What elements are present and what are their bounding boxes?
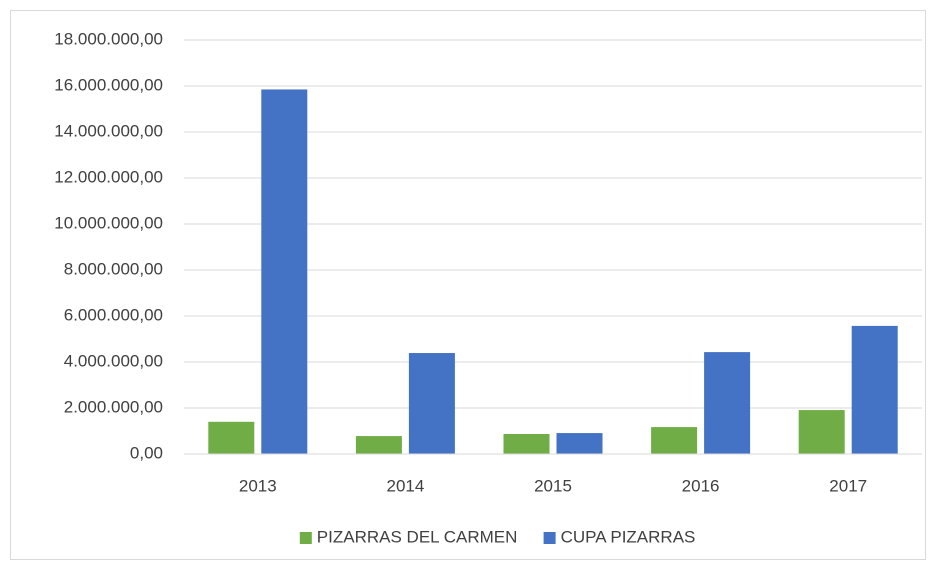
bar (556, 433, 603, 454)
bar (651, 427, 698, 454)
x-tick-label: 2016 (682, 476, 720, 495)
x-tick-label: 2013 (239, 476, 277, 495)
legend-swatch (543, 532, 556, 544)
bar (208, 421, 255, 454)
bar (503, 433, 550, 454)
bar (851, 325, 898, 454)
y-tick-label: 8.000.000,00 (64, 259, 163, 278)
y-tick-label: 2.000.000,00 (64, 397, 163, 416)
y-tick-label: 10.000.000,00 (54, 213, 163, 232)
y-tick-label: 6.000.000,00 (64, 305, 163, 324)
y-tick-label: 12.000.000,00 (54, 167, 163, 186)
bar (704, 352, 751, 454)
bar (408, 353, 455, 454)
bar (261, 89, 308, 454)
bar (798, 410, 845, 454)
x-tick-label: 2015 (534, 476, 572, 495)
legend-label: CUPA PIZARRAS (561, 527, 696, 546)
bar (355, 436, 402, 454)
chart-frame (10, 10, 926, 560)
y-tick-label: 4.000.000,00 (64, 351, 163, 370)
legend-label: PIZARRAS DEL CARMEN (317, 527, 518, 546)
y-tick-label: 14.000.000,00 (54, 121, 163, 140)
x-tick-label: 2014 (386, 476, 424, 495)
y-tick-label: 0,00 (130, 443, 163, 462)
y-tick-label: 18.000.000,00 (54, 29, 163, 48)
y-tick-label: 16.000.000,00 (54, 75, 163, 94)
legend-swatch (299, 532, 312, 544)
x-tick-label: 2017 (829, 476, 867, 495)
